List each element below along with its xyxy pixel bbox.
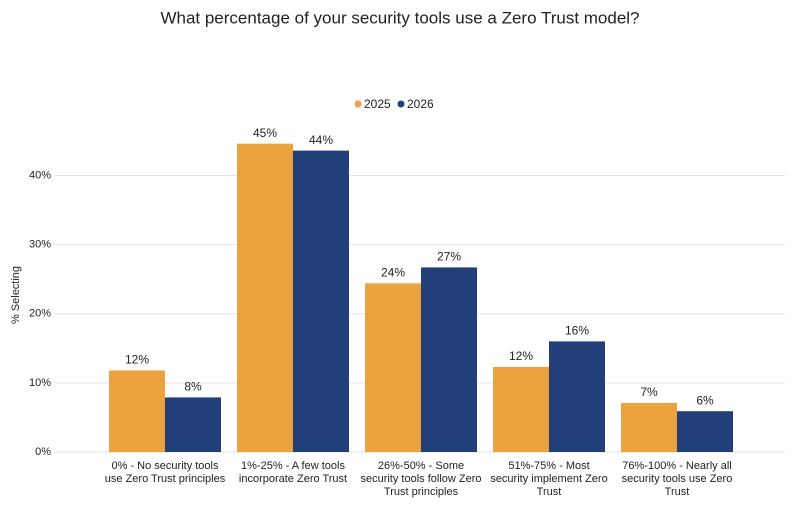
- bar: [237, 143, 293, 452]
- data-label: 45%: [253, 126, 277, 140]
- bar: [109, 370, 165, 452]
- data-label: 27%: [437, 250, 461, 264]
- x-tick-label: 0% - No security tools use Zero Trust pr…: [104, 460, 226, 485]
- chart-title: What percentage of your security tools u…: [160, 8, 639, 27]
- legend-swatch: [354, 100, 362, 108]
- legend-swatch: [397, 100, 405, 108]
- data-label: 12%: [125, 353, 149, 367]
- bar: [493, 366, 549, 452]
- data-label: 7%: [640, 385, 658, 399]
- data-label: 24%: [381, 265, 405, 279]
- data-label: 16%: [565, 324, 589, 338]
- data-label: 8%: [184, 380, 202, 394]
- y-tick-label: 10%: [29, 377, 51, 389]
- data-label: 44%: [309, 133, 333, 147]
- y-axis-label: % Selecting: [10, 266, 22, 324]
- bar: [165, 397, 221, 452]
- x-tick-label: 51%-75% - Most security implement Zero T…: [490, 460, 608, 498]
- x-tick-label: 26%-50% - Some security tools follow Zer…: [360, 460, 482, 498]
- bar: [621, 402, 677, 452]
- data-label: 12%: [509, 349, 533, 363]
- y-tick-label: 0%: [35, 446, 51, 458]
- y-tick-label: 30%: [29, 239, 51, 251]
- x-tick-label: 1%-25% - A few tools incorporate Zero Tr…: [238, 460, 348, 485]
- legend-label: 2026: [407, 97, 434, 111]
- y-tick-label: 40%: [29, 169, 51, 181]
- bar: [293, 150, 349, 452]
- bar: [421, 267, 477, 452]
- data-label: 6%: [696, 393, 714, 407]
- legend-label: 2025: [364, 97, 391, 111]
- bar: [549, 341, 605, 452]
- y-tick-label: 20%: [29, 308, 51, 320]
- bar: [365, 283, 421, 452]
- bar: [677, 411, 733, 452]
- x-tick-label: 76%-100% - Nearly all security tools use…: [621, 460, 733, 498]
